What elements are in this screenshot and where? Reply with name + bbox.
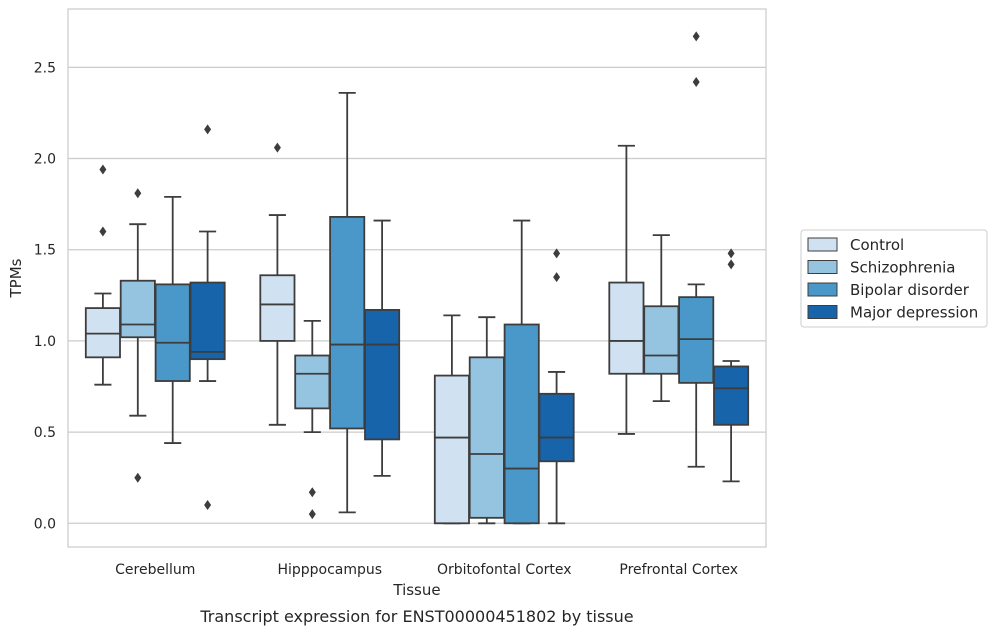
box-iqr: [503, 323, 540, 525]
outlier-point: [99, 226, 107, 237]
y-tick-label: 0.5: [34, 425, 56, 441]
box-plot: [643, 234, 680, 403]
outlier-point: [99, 164, 107, 175]
y-tick-label: 2.5: [34, 60, 56, 76]
outlier-point: [204, 124, 212, 135]
x-tick-label: Hipppocampus: [277, 562, 382, 578]
y-tick-label: 1.0: [34, 334, 56, 350]
box-iqr: [119, 279, 156, 339]
box-iqr: [608, 281, 645, 375]
box-iqr: [84, 307, 121, 359]
legend-swatch: [807, 260, 838, 274]
box-plot: [538, 248, 575, 525]
outlier-point: [692, 76, 700, 87]
box-iqr: [678, 296, 715, 384]
outlier-point: [692, 31, 700, 42]
x-axis-label: Tissue: [392, 581, 440, 599]
legend-swatch: [807, 282, 838, 297]
series-group: [119, 188, 680, 525]
box-iqr: [329, 216, 366, 430]
x-tick-labels: Cerebellum Hipppocampus Orbitofontal Corte…: [115, 562, 738, 578]
box-iqr: [433, 374, 470, 525]
y-tick-label: 1.5: [34, 243, 56, 259]
outlier-point: [553, 248, 561, 259]
x-tick-label: Orbitofontal Cortex: [437, 562, 572, 578]
plot-area-frame: [67, 8, 767, 548]
box-iqr: [189, 281, 226, 361]
y-tick-label: 2.0: [34, 152, 56, 168]
chart-caption: Transcript expression for ENST0000045180…: [199, 607, 633, 626]
y-axis-label: TPMs: [7, 258, 25, 298]
series-group: [189, 124, 750, 525]
box-iqr: [538, 392, 575, 463]
series-group: [154, 31, 715, 525]
box-iqr: [154, 283, 191, 382]
box-iqr: [713, 365, 750, 426]
x-tick-label: Cerebellum: [115, 562, 195, 578]
y-tick-label: 0.0: [34, 516, 56, 532]
box-plot: [84, 164, 121, 386]
legend-label: Schizophrenia: [850, 259, 955, 277]
box-plot: [713, 248, 750, 483]
box-iqr: [364, 309, 401, 441]
box-plot: [329, 91, 366, 514]
outlier-point: [308, 487, 316, 498]
box-plot: [364, 219, 401, 477]
box-plot: [433, 314, 470, 525]
outlier-point: [727, 248, 735, 259]
box-plot: [503, 219, 540, 525]
outlier-point: [134, 472, 142, 483]
outlier-point: [727, 259, 735, 270]
outlier-point: [553, 272, 561, 283]
outlier-point: [273, 142, 281, 153]
box-plot: [468, 316, 505, 525]
box-plot: [189, 124, 226, 511]
outlier-point: [308, 509, 316, 520]
box-plot: [294, 319, 331, 520]
box-iqr: [259, 274, 296, 342]
box-plot: [259, 142, 296, 426]
outlier-point: [204, 500, 212, 511]
box-iqr: [643, 305, 680, 375]
legend-swatch: [807, 305, 838, 319]
outlier-point: [134, 188, 142, 199]
box-iqr: [468, 356, 505, 519]
box-iqr: [294, 354, 331, 410]
legend: Control Schizophrenia Bipolar disorder Majo…: [800, 229, 988, 328]
box-plot: [119, 188, 156, 483]
legend-frame: [800, 229, 988, 328]
box-series: [84, 31, 750, 525]
box-plot: [608, 144, 645, 435]
legend-label: Control: [850, 236, 904, 254]
legend-label: Major depression: [850, 304, 978, 322]
legend-label: Bipolar disorder: [850, 281, 970, 299]
y-tick-labels: 0.0 0.5 1.0 1.5 2.0 2.5: [34, 60, 56, 532]
box-plot: [678, 31, 715, 468]
legend-swatch: [807, 237, 838, 252]
series-group: [84, 142, 645, 525]
box-plot: [154, 195, 191, 444]
x-tick-label: Prefrontal Cortex: [619, 562, 738, 578]
